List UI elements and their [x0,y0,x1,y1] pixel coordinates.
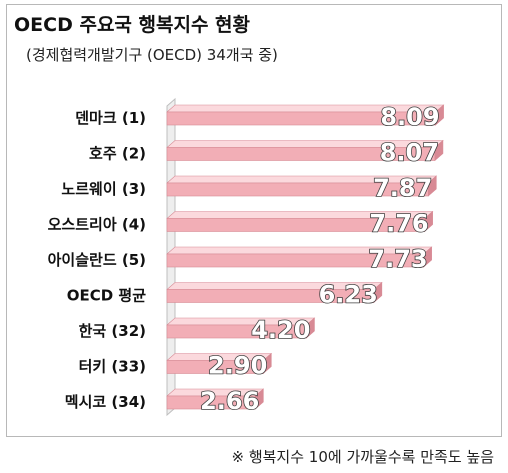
category-label-4: 오스트리아 (4) [48,216,146,234]
bar-end-1 [435,104,444,126]
category-label-6: OECD 평균 [67,287,146,305]
category-label-2: 호주 (2) [89,145,146,163]
category-label-3: 노르웨이 (3) [61,180,146,198]
category-label-8: 터키 (33) [79,358,146,376]
value-label-5: 7.73 [368,245,427,273]
bar-end-9 [255,388,264,410]
chart-subtitle: (경제협력개발기구 (OECD) 34개국 중) [26,46,278,64]
value-label-8: 2.90 [208,352,267,380]
bar-end-6 [373,281,383,304]
bar-end-4 [424,210,433,233]
bar-end-5 [423,246,432,268]
category-label-1: 덴마크 (1) [75,109,146,127]
value-label-4: 7.76 [369,210,428,238]
category-label-5: 아이슬란드 (5) [48,251,146,269]
category-label-9: 멕시코 (34) [65,393,146,411]
bar-end-8 [262,352,272,375]
value-label-9: 2.66 [200,387,259,415]
bar-end-2 [434,139,444,162]
value-label-1: 8.09 [380,103,439,131]
value-label-7: 4.20 [251,316,310,344]
value-label-3: 7.87 [373,174,432,202]
category-label-7: 한국 (32) [79,322,146,340]
value-label-6: 6.23 [319,281,378,309]
bar-end-7 [306,317,315,339]
footnote: ※ 행복지수 10에 가까울수록 만족도 높음 [231,448,495,466]
chart-title: OECD 주요국 행복지수 현황 [14,14,251,36]
bar-end-3 [427,175,437,197]
value-label-2: 8.07 [380,139,439,167]
